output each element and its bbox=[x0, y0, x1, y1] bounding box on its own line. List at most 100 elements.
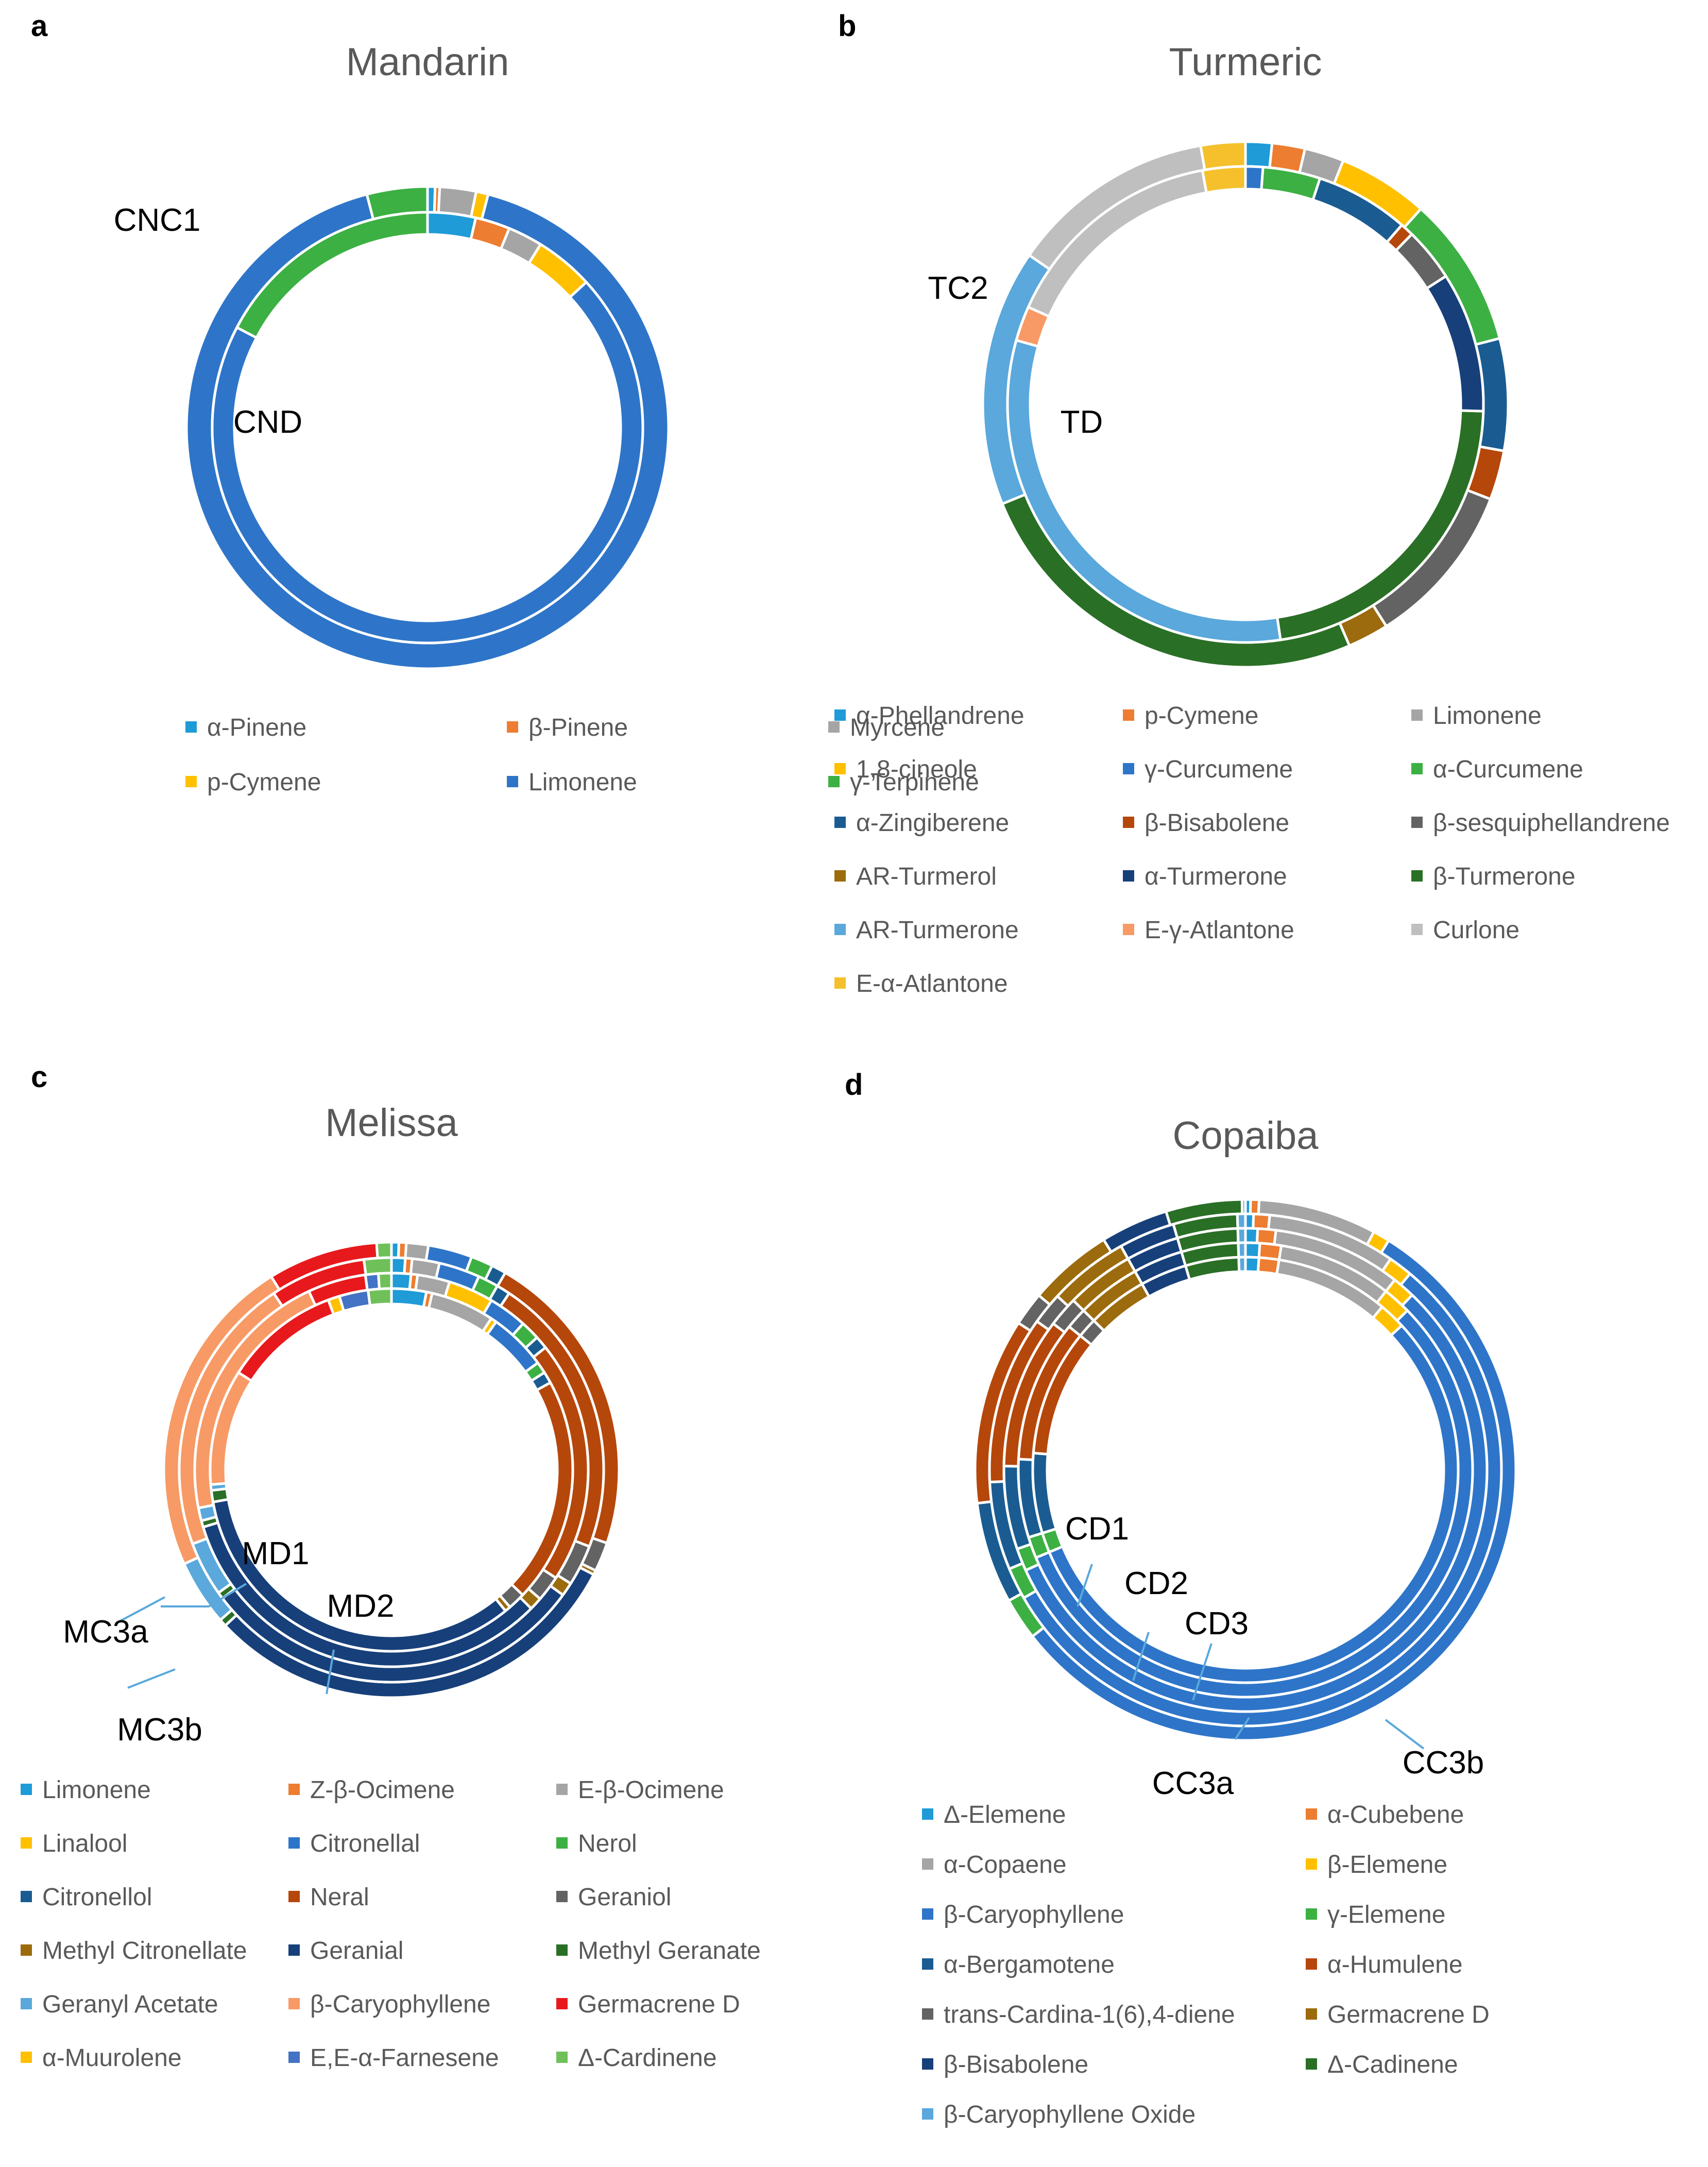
leaders-melissa bbox=[118, 1583, 335, 1695]
legend-item-methyl-citronellate: Methyl Citronellate bbox=[21, 1937, 247, 1965]
legend-copaiba: Δ-Elemene α-Cubebene α-Copaene β-Elemene β-C… bbox=[922, 1801, 1490, 2128]
legend-item-elemene: γ-Elemene bbox=[1306, 1901, 1445, 1928]
legend-label: α-Curcumene bbox=[1433, 756, 1583, 783]
legend-swatch bbox=[1411, 763, 1423, 774]
legend-item-turmerone: α-Turmerone bbox=[1123, 863, 1287, 890]
legend-label: γ-Curcumene bbox=[1145, 756, 1293, 783]
legend-item-neral: Neral bbox=[288, 1884, 369, 1911]
legend-label: Limonene bbox=[42, 1776, 151, 1804]
legend-swatch bbox=[1123, 709, 1134, 721]
slice-cc3b-caryophyllene-oxide bbox=[1240, 1198, 1247, 1215]
ring-label-mc3b: MC3b bbox=[117, 1712, 202, 1748]
ring-label-md2: MD2 bbox=[327, 1588, 395, 1624]
leader-md2 bbox=[326, 1649, 335, 1695]
legend-item-elemene: β-Elemene bbox=[1306, 1851, 1447, 1878]
legend-item-cubebene: α-Cubebene bbox=[1306, 1801, 1464, 1829]
legend-item-phellandrene: α-Phellandrene bbox=[834, 702, 1024, 730]
legend-swatch bbox=[288, 2052, 300, 2063]
slice-td-e-atlantone bbox=[1201, 165, 1247, 194]
panel-b: b Turmeric TC2 TD α-Phellandrene p-Cymene… bbox=[834, 9, 1670, 997]
legend-swatch bbox=[21, 1837, 32, 1849]
legend-swatch bbox=[556, 1891, 568, 1902]
legend-item-pinene: α-Pinene bbox=[185, 714, 306, 741]
legend-item-trans-cardina-1-6-4-diene: trans-Cardina-1(6),4-diene bbox=[922, 2001, 1235, 2028]
legend-item-e-atlantone: E-γ-Atlantone bbox=[1123, 917, 1294, 944]
legend-swatch bbox=[1411, 709, 1423, 721]
leader-cd3 bbox=[1192, 1643, 1212, 1701]
legend-label: p-Cymene bbox=[207, 769, 321, 796]
legend-label: Methyl Geranate bbox=[578, 1937, 761, 1965]
legend-swatch bbox=[556, 2052, 568, 2063]
legend-melissa: Limonene Z-β-Ocimene E-β-Ocimene Linalool Ci… bbox=[21, 1776, 761, 2072]
legend-label: Δ-Cardinene bbox=[578, 2044, 717, 2072]
legend-label: Z-β-Ocimene bbox=[310, 1776, 455, 1804]
legend-label: γ-Terpinene bbox=[850, 769, 979, 796]
panel-c: c Melissa MD1 MD2 MC3a MC3b Limonene Z-β-… bbox=[21, 1060, 761, 2072]
legend-item-e-ocimene: E-β-Ocimene bbox=[556, 1776, 724, 1804]
legend-item-bisabolene: β-Bisabolene bbox=[922, 2051, 1088, 2078]
legend-swatch bbox=[507, 776, 518, 787]
legend-label: α-Zingiberene bbox=[856, 809, 1009, 837]
legend-swatch bbox=[1306, 1958, 1317, 1970]
slice-md1-limonene bbox=[390, 1287, 428, 1309]
legend-swatch bbox=[922, 2008, 933, 2020]
legend-swatch bbox=[922, 1908, 933, 1920]
legend-label: Geranial bbox=[310, 1937, 403, 1965]
legend-item-curcumene: α-Curcumene bbox=[1411, 756, 1583, 783]
legend-label: Citronellal bbox=[310, 1830, 420, 1857]
donut-turmeric bbox=[981, 140, 1510, 669]
slice-cnd-pinene bbox=[426, 211, 477, 241]
slice-cnd-terpinene bbox=[235, 211, 429, 340]
legend-label: γ-Elemene bbox=[1327, 1901, 1445, 1928]
legend-item-caryophyllene-oxide: β-Caryophyllene Oxide bbox=[922, 2101, 1195, 2128]
legend-label: β-Pinene bbox=[528, 714, 628, 741]
legend-item-muurolene: α-Muurolene bbox=[21, 2044, 182, 2072]
legend-swatch bbox=[288, 1837, 300, 1849]
legend-item-methyl-geranate: Methyl Geranate bbox=[556, 1937, 761, 1965]
donut-melissa bbox=[162, 1241, 621, 1699]
legend-swatch bbox=[185, 721, 197, 733]
legend-swatch bbox=[1306, 2058, 1317, 2070]
legend-item-nerol: Nerol bbox=[556, 1830, 637, 1857]
legend-item-caryophyllene: β-Caryophyllene bbox=[922, 1901, 1124, 1928]
legend-swatch bbox=[288, 1784, 300, 1795]
panel-letter-b: b bbox=[838, 9, 856, 43]
legend-item-myrcene: Myrcene bbox=[828, 714, 945, 741]
legend-swatch bbox=[1306, 2008, 1317, 2020]
panel-d: d Copaiba CD1 CD2 CD3 CC3a CC3b Δ-Elemen… bbox=[845, 1068, 1517, 2128]
legend-swatch bbox=[834, 924, 846, 935]
legend-label: Germacrene D bbox=[1327, 2001, 1490, 2028]
legend-swatch bbox=[834, 870, 846, 882]
legend-item-e-atlantone: E-α-Atlantone bbox=[834, 970, 1008, 997]
panel-letter-d: d bbox=[845, 1068, 863, 1102]
legend-item-geranyl-acetate: Geranyl Acetate bbox=[21, 1991, 218, 2018]
legend-label: β-sesquiphellandrene bbox=[1433, 809, 1670, 837]
legend-item-curlone: Curlone bbox=[1411, 917, 1519, 944]
legend-label: β-Elemene bbox=[1327, 1851, 1447, 1878]
legend-label: Geranyl Acetate bbox=[42, 1991, 218, 2018]
ring-label-cc3b: CC3b bbox=[1403, 1745, 1484, 1781]
slice-cd1-caryophyllene-oxide bbox=[1237, 1256, 1247, 1273]
legend-label: Δ-Cadinene bbox=[1327, 2051, 1458, 2078]
legend-swatch bbox=[1306, 1908, 1317, 1920]
legend-swatch bbox=[1123, 924, 1134, 935]
ring-label-cnd: CND bbox=[233, 404, 302, 440]
legend-label: 1,8-cineole bbox=[856, 756, 977, 783]
legend-swatch bbox=[288, 1891, 300, 1902]
legend-item-cardinene: Δ-Cardinene bbox=[556, 2044, 717, 2072]
legend-item-1-8-cineole: 1,8-cineole bbox=[834, 756, 977, 783]
legend-swatch bbox=[828, 721, 840, 733]
slice-cd2-elemene bbox=[1244, 1241, 1261, 1259]
legend-item-z-ocimene: Z-β-Ocimene bbox=[288, 1776, 455, 1804]
legend-label: Limonene bbox=[1433, 702, 1542, 730]
legend-swatch bbox=[1123, 870, 1134, 882]
legend-label: Δ-Elemene bbox=[944, 1801, 1066, 1829]
legend-swatch bbox=[922, 1958, 933, 1970]
legend-swatch bbox=[1306, 1858, 1317, 1870]
slice-mc3b-cardinene bbox=[375, 1241, 393, 1260]
legend-swatch bbox=[834, 817, 846, 828]
ring-label-cd2: CD2 bbox=[1124, 1566, 1188, 1601]
legend-label: E-α-Atlantone bbox=[856, 970, 1008, 997]
ring-label-td: TD bbox=[1061, 404, 1103, 440]
leader-cc3a bbox=[1234, 1717, 1250, 1740]
